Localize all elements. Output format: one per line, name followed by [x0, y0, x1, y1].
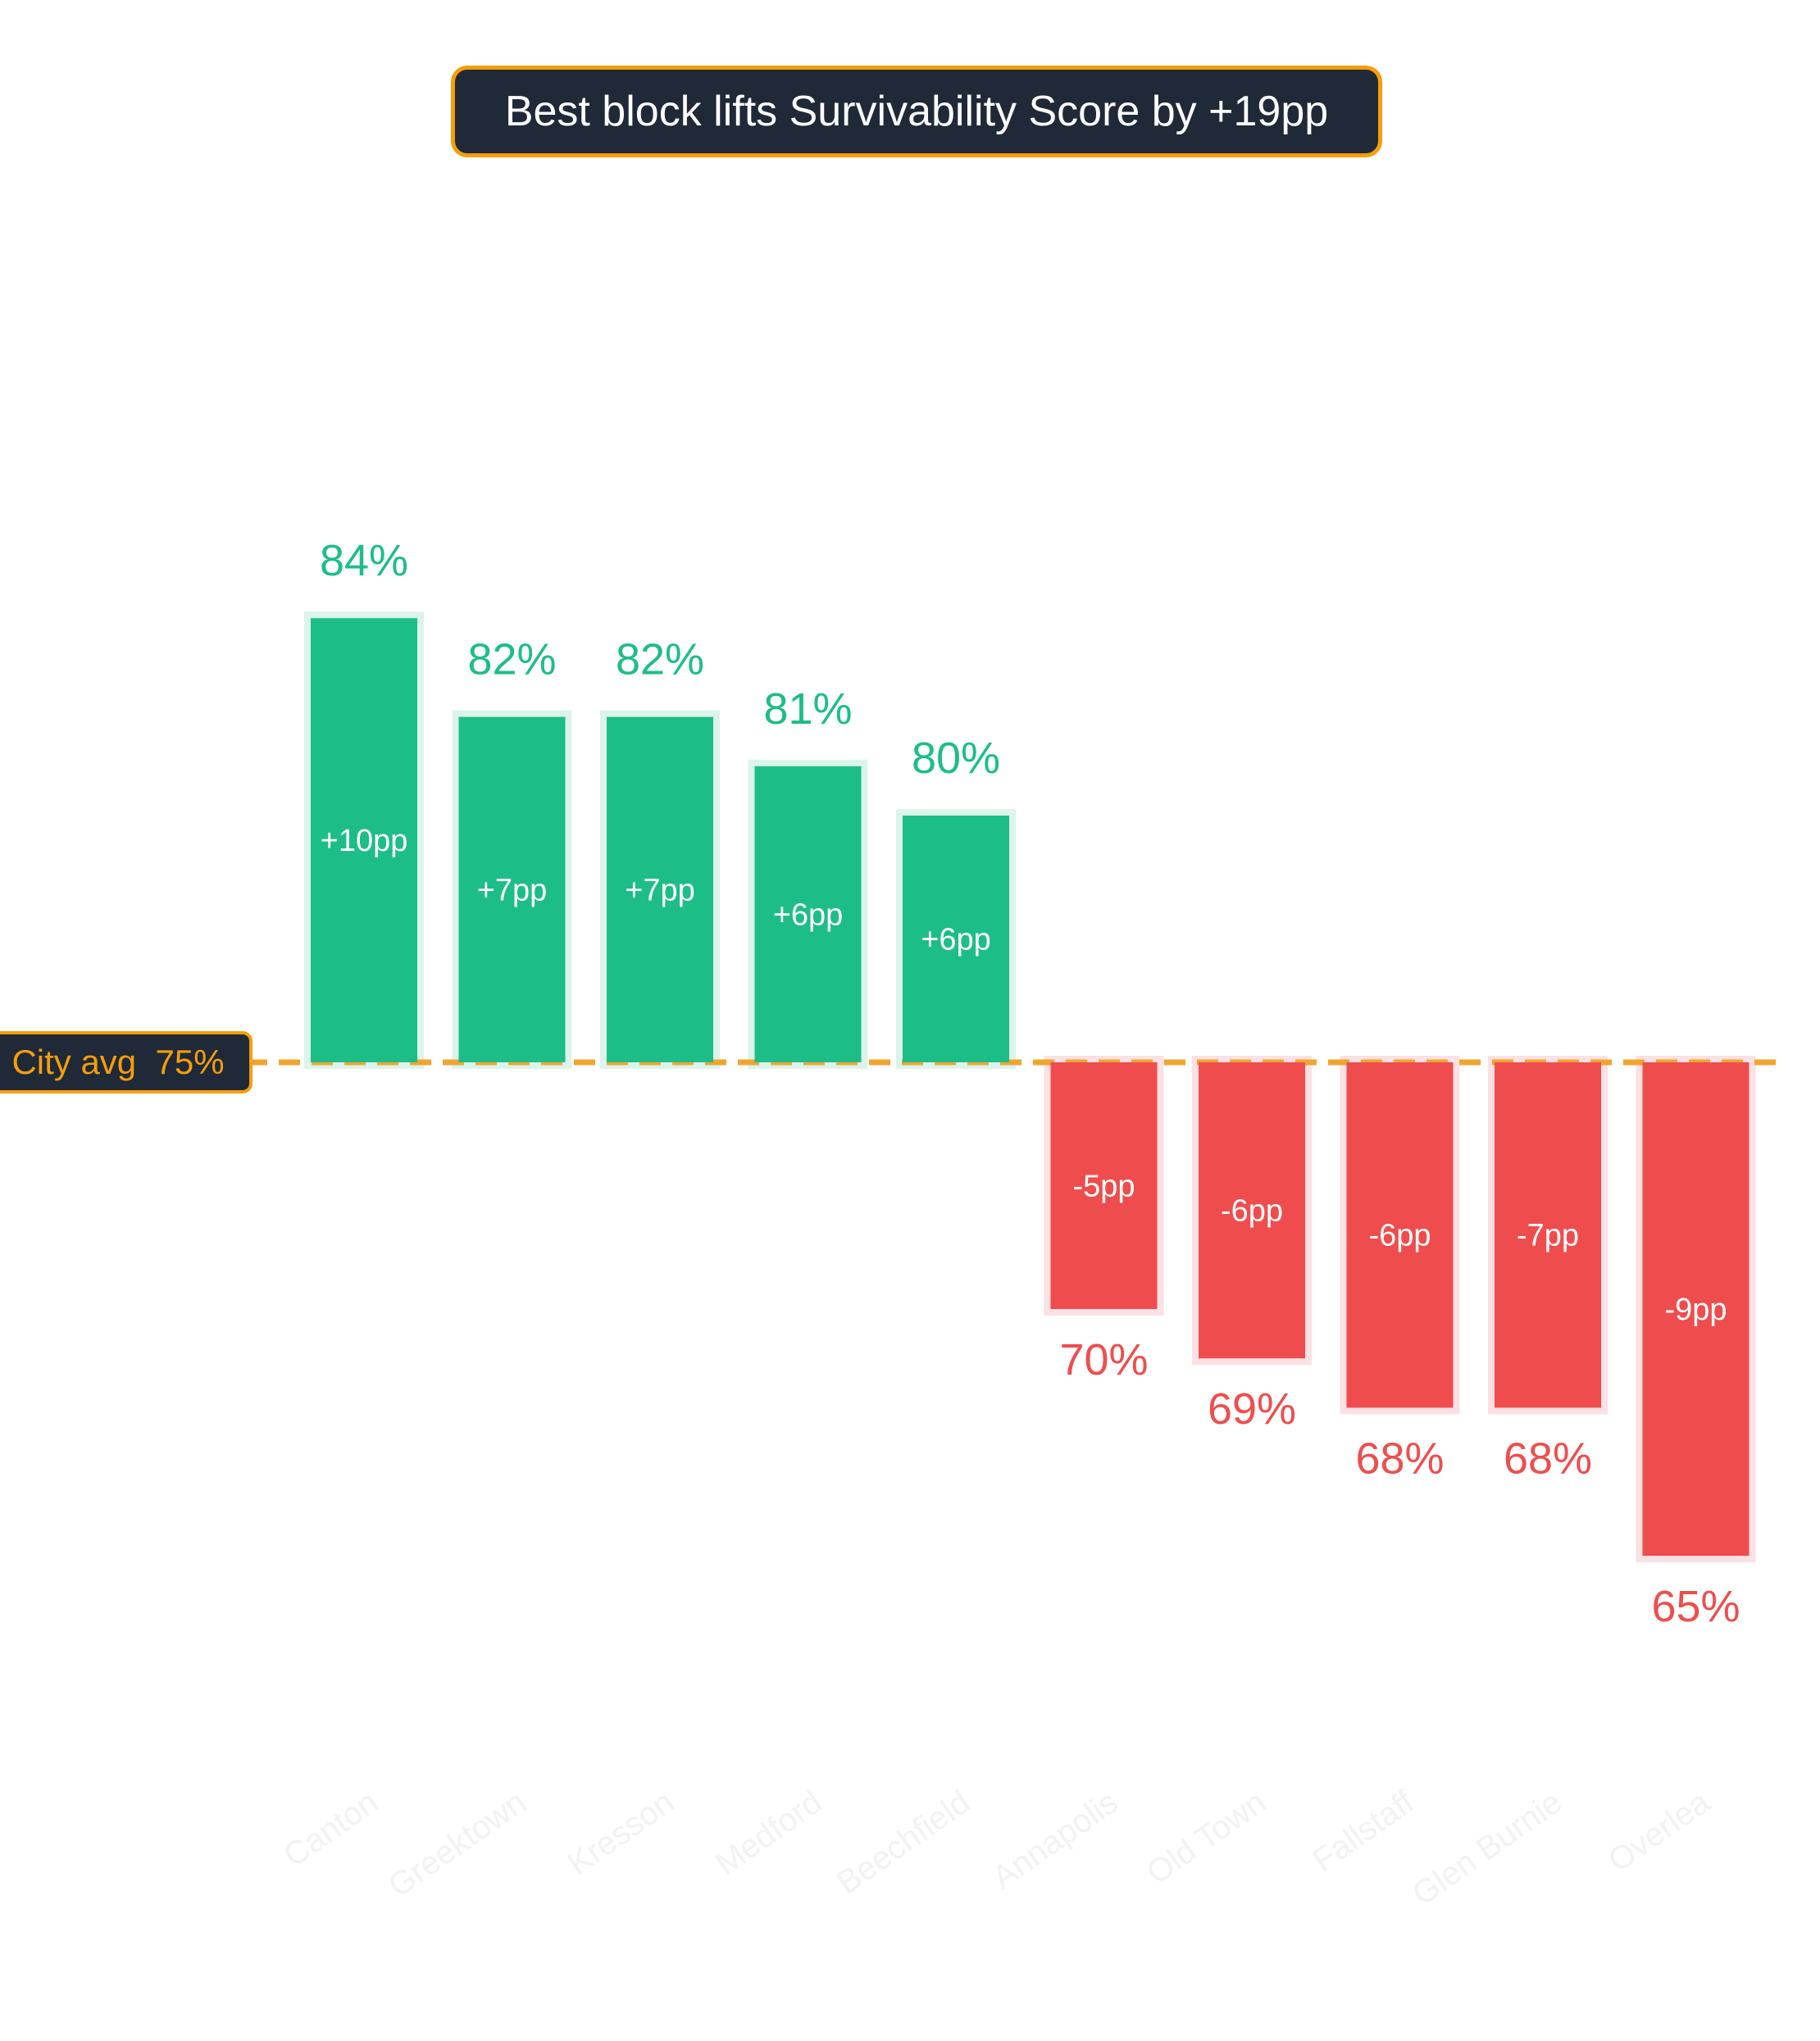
bar-canton: [311, 618, 417, 1062]
x-tick-label: Canton: [277, 1784, 384, 1874]
bar-beechfield: [903, 816, 1009, 1062]
city-average-value: 75%: [155, 1043, 225, 1081]
value-label: 68%: [1355, 1434, 1444, 1483]
x-tick-label: Fallstaff: [1306, 1784, 1421, 1879]
x-tick-label: Medford: [709, 1784, 828, 1882]
city-average-text: City avg: [11, 1043, 137, 1081]
x-tick-label: Beechfield: [830, 1784, 976, 1901]
value-label: 82%: [616, 635, 704, 684]
x-tick-label: Annapolis: [986, 1784, 1125, 1896]
delta-label: -5pp: [1072, 1170, 1135, 1204]
bar-fallstaff: [1346, 1062, 1454, 1408]
x-tick-label: Overlea: [1602, 1784, 1718, 1880]
delta-label: -9pp: [1664, 1293, 1727, 1327]
x-tick-label: Greektown: [382, 1784, 533, 1904]
delta-label: +7pp: [477, 873, 548, 907]
city-average-label: City avg 75%: [0, 1031, 253, 1093]
value-label: 68%: [1504, 1434, 1592, 1483]
x-tick-label: Kresson: [562, 1784, 680, 1882]
delta-label: +6pp: [921, 923, 991, 957]
delta-label: +7pp: [625, 873, 695, 907]
delta-label: -7pp: [1517, 1219, 1579, 1253]
x-tick-label: Old Town: [1140, 1784, 1272, 1891]
bar-annapolis: [1050, 1062, 1158, 1309]
chart-title: Best block lifts Survivability Score by …: [451, 66, 1382, 157]
value-label: 81%: [763, 684, 852, 734]
delta-label: +6pp: [773, 898, 844, 932]
bars: [311, 618, 1749, 1556]
delta-label: +10pp: [321, 824, 408, 858]
bar-labels: +10pp 84% +7pp 82% +7pp 82% +6pp 81% +6pp 80% -5pp…: [320, 536, 1740, 1631]
bar-glen-burnie: [1495, 1062, 1601, 1408]
value-label: 84%: [320, 536, 408, 585]
bar-medford: [754, 766, 862, 1062]
value-label: 80%: [912, 734, 1000, 783]
bar-greektown: [458, 716, 566, 1062]
bar-old-town: [1199, 1062, 1305, 1359]
value-label: 82%: [467, 635, 556, 684]
value-label: 69%: [1208, 1384, 1296, 1434]
bar-kresson: [607, 716, 713, 1062]
delta-label: -6pp: [1368, 1219, 1431, 1253]
bar-overlea: [1642, 1062, 1749, 1556]
value-label: 70%: [1059, 1335, 1148, 1384]
x-tick-label: Glen Burnie: [1406, 1784, 1568, 1912]
delta-label: -6pp: [1221, 1194, 1283, 1229]
value-label: 65%: [1651, 1582, 1740, 1631]
